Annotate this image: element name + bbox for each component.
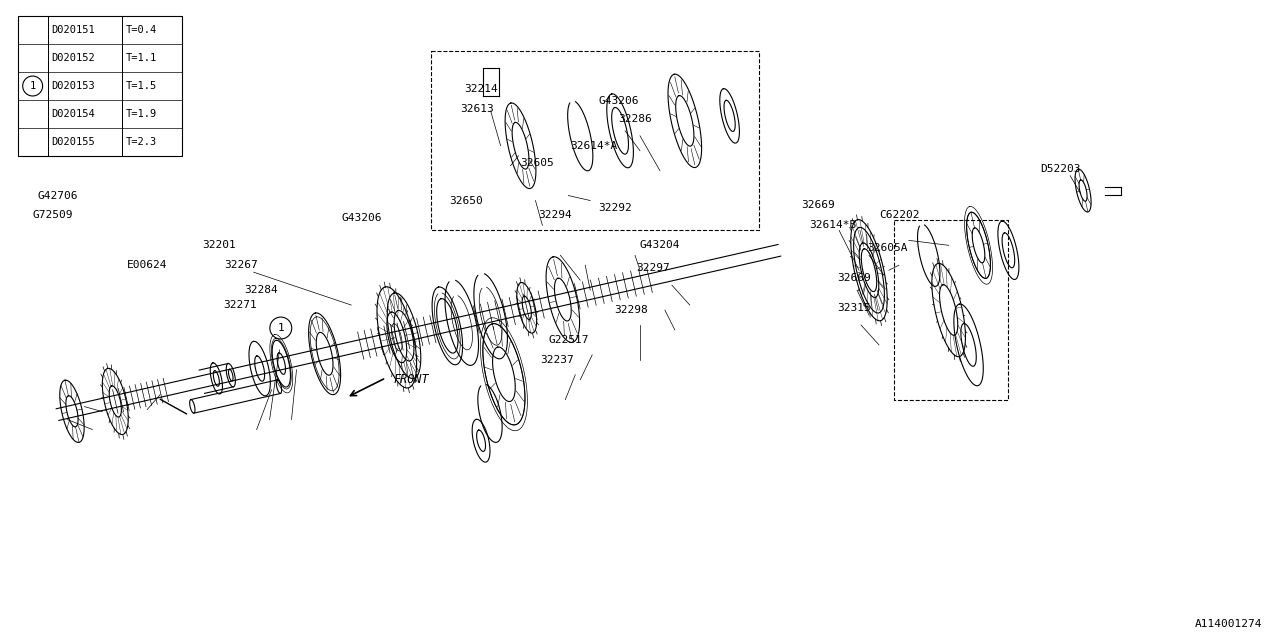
- Text: 1: 1: [278, 323, 284, 333]
- Text: FRONT: FRONT: [393, 373, 429, 386]
- Text: 32669: 32669: [837, 273, 870, 283]
- Text: D52203: D52203: [1041, 164, 1080, 173]
- Bar: [18, 17, 182, 156]
- Text: G43204: G43204: [640, 241, 681, 250]
- Text: 32237: 32237: [540, 355, 575, 365]
- Text: 32294: 32294: [539, 211, 572, 220]
- Text: 32201: 32201: [202, 241, 236, 250]
- Text: T=2.3: T=2.3: [127, 137, 157, 147]
- Text: D020154: D020154: [51, 109, 95, 119]
- Text: 32214: 32214: [463, 84, 498, 94]
- Text: 32605A: 32605A: [867, 243, 908, 253]
- Text: G72509: G72509: [33, 211, 73, 220]
- Text: 32271: 32271: [223, 300, 256, 310]
- Text: 32298: 32298: [614, 305, 648, 315]
- Text: G22517: G22517: [548, 335, 589, 345]
- Text: G43206: G43206: [598, 96, 639, 106]
- Text: 32292: 32292: [598, 204, 632, 214]
- Text: 32286: 32286: [618, 114, 652, 124]
- Text: 32614*A: 32614*A: [571, 141, 617, 151]
- Text: D020151: D020151: [51, 25, 95, 35]
- Text: D020153: D020153: [51, 81, 95, 91]
- Text: G43206: G43206: [342, 214, 381, 223]
- Text: C62202: C62202: [879, 211, 919, 220]
- Text: 32614*B: 32614*B: [809, 220, 856, 230]
- Text: T=1.1: T=1.1: [127, 53, 157, 63]
- Text: D020152: D020152: [51, 53, 95, 63]
- Text: 32315: 32315: [837, 303, 870, 313]
- Text: E00624: E00624: [127, 260, 168, 270]
- Text: 32669: 32669: [801, 200, 835, 211]
- Text: 32267: 32267: [224, 260, 257, 270]
- Text: G42706: G42706: [37, 191, 78, 200]
- Text: 32650: 32650: [449, 196, 483, 205]
- Text: D020155: D020155: [51, 137, 95, 147]
- Text: 1: 1: [29, 81, 36, 91]
- Text: 32605: 32605: [521, 157, 554, 168]
- Text: A114001274: A114001274: [1194, 619, 1262, 628]
- Text: T=0.4: T=0.4: [127, 25, 157, 35]
- Text: 32297: 32297: [636, 263, 669, 273]
- Text: T=1.9: T=1.9: [127, 109, 157, 119]
- Text: 32284: 32284: [243, 285, 278, 295]
- Text: T=1.5: T=1.5: [127, 81, 157, 91]
- Text: 32613: 32613: [460, 104, 494, 114]
